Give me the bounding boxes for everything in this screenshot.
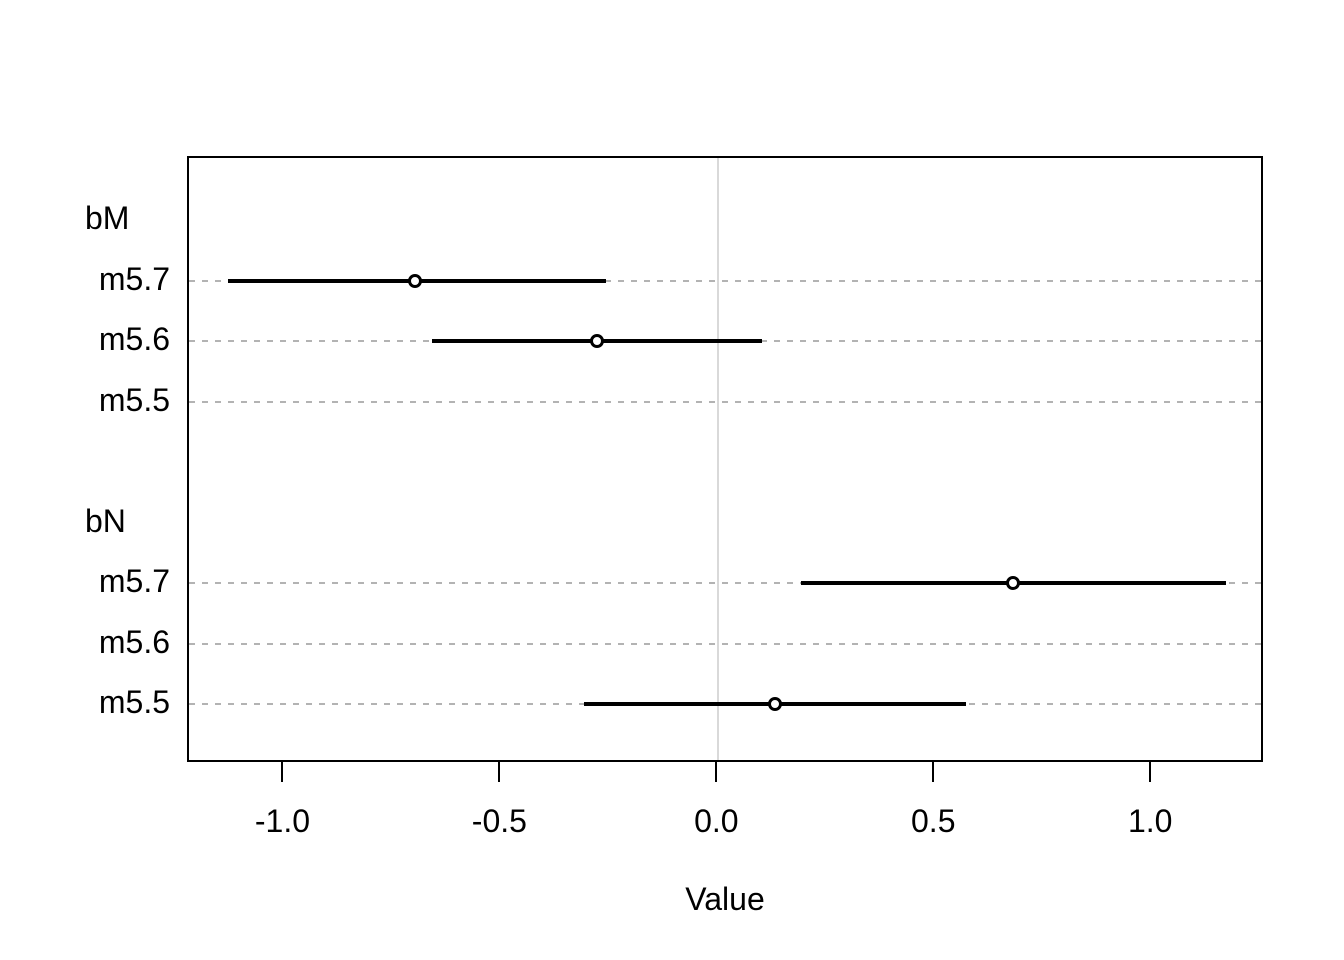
zero-reference-line (717, 158, 720, 760)
x-axis-tick (498, 762, 501, 782)
x-axis-tick (932, 762, 935, 782)
estimate-point-marker (767, 697, 782, 711)
x-axis-tick (1149, 762, 1152, 782)
parameter-group-label: bM (85, 200, 130, 236)
x-axis-tick (281, 762, 284, 782)
x-axis-tick (715, 762, 718, 782)
model-row-label: m5.7 (98, 563, 170, 599)
estimate-point-marker (407, 273, 422, 288)
dashed-gridline (189, 400, 1261, 403)
model-row-label: m5.5 (98, 684, 170, 720)
x-axis-tick-label: 1.0 (1127, 803, 1173, 839)
model-row-label: m5.6 (98, 321, 170, 357)
dashed-gridline (189, 642, 1261, 645)
dashed-gridline (189, 279, 1261, 282)
model-row-label: m5.6 (98, 623, 170, 660)
x-axis-tick-label: -1.0 (254, 803, 310, 839)
model-row-label: m5.5 (98, 381, 170, 418)
x-axis-title: Value (685, 881, 765, 917)
estimate-point-marker (589, 334, 604, 348)
parameter-group-label: bN (85, 502, 126, 539)
x-axis-tick-label: 0.5 (911, 803, 956, 839)
dashed-gridline (189, 582, 1261, 584)
x-axis-tick-label: 0.0 (694, 803, 739, 839)
estimate-point-marker (1006, 576, 1021, 590)
plot-area (187, 156, 1263, 762)
model-row-label: m5.7 (98, 260, 170, 297)
x-axis-tick-label: -0.5 (471, 803, 527, 839)
